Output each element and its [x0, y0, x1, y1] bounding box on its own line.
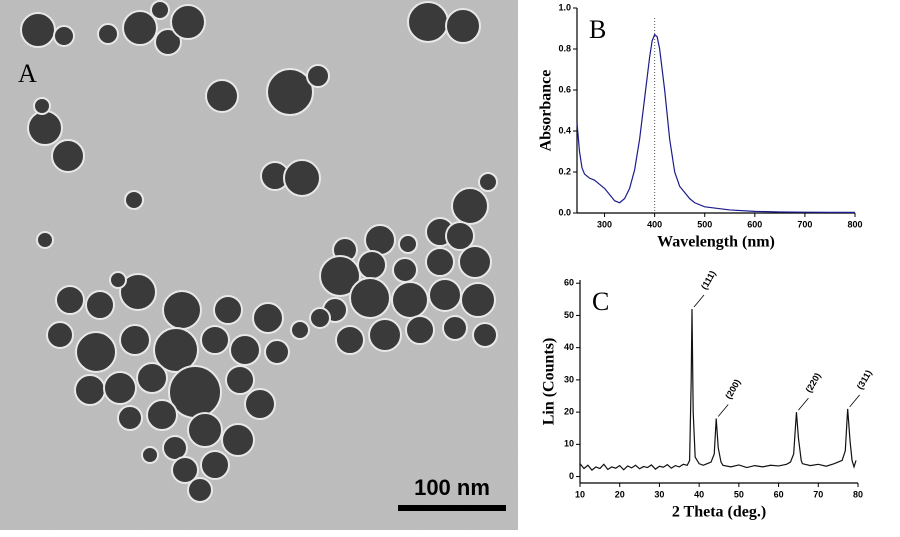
panel-label: C	[592, 287, 609, 316]
y-tick-label: 0	[569, 471, 574, 481]
x-tick-label: 400	[647, 219, 662, 229]
x-tick-label: 700	[797, 219, 812, 229]
annotation: (220)	[804, 371, 823, 394]
x-tick-label: 50	[734, 489, 744, 499]
y-tick-label: 0.0	[558, 207, 571, 217]
data-line	[576, 33, 855, 213]
y-tick-label: 0.6	[558, 84, 571, 94]
x-tick-label: 600	[747, 219, 762, 229]
x-tick-label: 800	[847, 219, 862, 229]
y-tick-label: 0.8	[558, 43, 571, 53]
y-tick-label: 1.0	[558, 2, 571, 12]
x-tick-label: 20	[615, 489, 625, 499]
x-tick-label: 300	[597, 219, 612, 229]
y-tick-label: 10	[564, 439, 574, 449]
annotation-arrow	[798, 397, 809, 411]
y-tick-label: 60	[564, 278, 574, 288]
x-tick-label: 80	[853, 489, 863, 499]
data-line	[579, 308, 857, 471]
y-tick-label: 50	[564, 310, 574, 320]
y-tick-label: 20	[564, 406, 574, 416]
x-tick-label: 60	[774, 489, 784, 499]
y-tick-label: 30	[564, 374, 574, 384]
annotation: (200)	[723, 378, 742, 401]
y-tick-label: 0.2	[558, 166, 571, 176]
annotation-arrow	[849, 394, 860, 408]
x-tick-label: 40	[694, 489, 704, 499]
annotation-arrow	[693, 294, 705, 308]
y-axis-title: Lin (Counts)	[541, 338, 558, 426]
y-tick-label: 40	[564, 342, 574, 352]
scale-bar-label: 100 nm	[414, 475, 490, 500]
tem-image: 100 nm A	[0, 0, 518, 530]
x-tick-label: 30	[654, 489, 664, 499]
x-tick-label: 10	[575, 489, 585, 499]
panel-label: A	[18, 59, 37, 88]
x-tick-label: 500	[697, 219, 712, 229]
x-tick-label: 70	[813, 489, 823, 499]
x-axis-title: 2 Theta (deg.)	[672, 504, 766, 521]
panel-label: B	[589, 15, 606, 44]
annotation-arrow	[717, 404, 729, 417]
y-axis-title: Absorbance	[538, 70, 555, 152]
x-axis-title: Wavelength (nm)	[657, 234, 775, 251]
y-tick-label: 0.4	[558, 125, 571, 135]
annotation: (311)	[855, 368, 874, 391]
annotation: (111)	[699, 269, 718, 291]
